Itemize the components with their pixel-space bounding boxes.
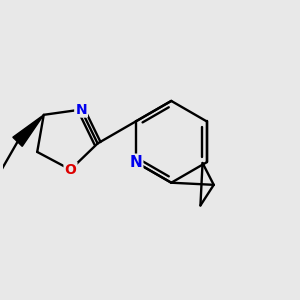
Text: N: N bbox=[75, 103, 87, 117]
Text: N: N bbox=[130, 155, 142, 170]
Polygon shape bbox=[13, 115, 44, 146]
Text: O: O bbox=[64, 163, 76, 177]
